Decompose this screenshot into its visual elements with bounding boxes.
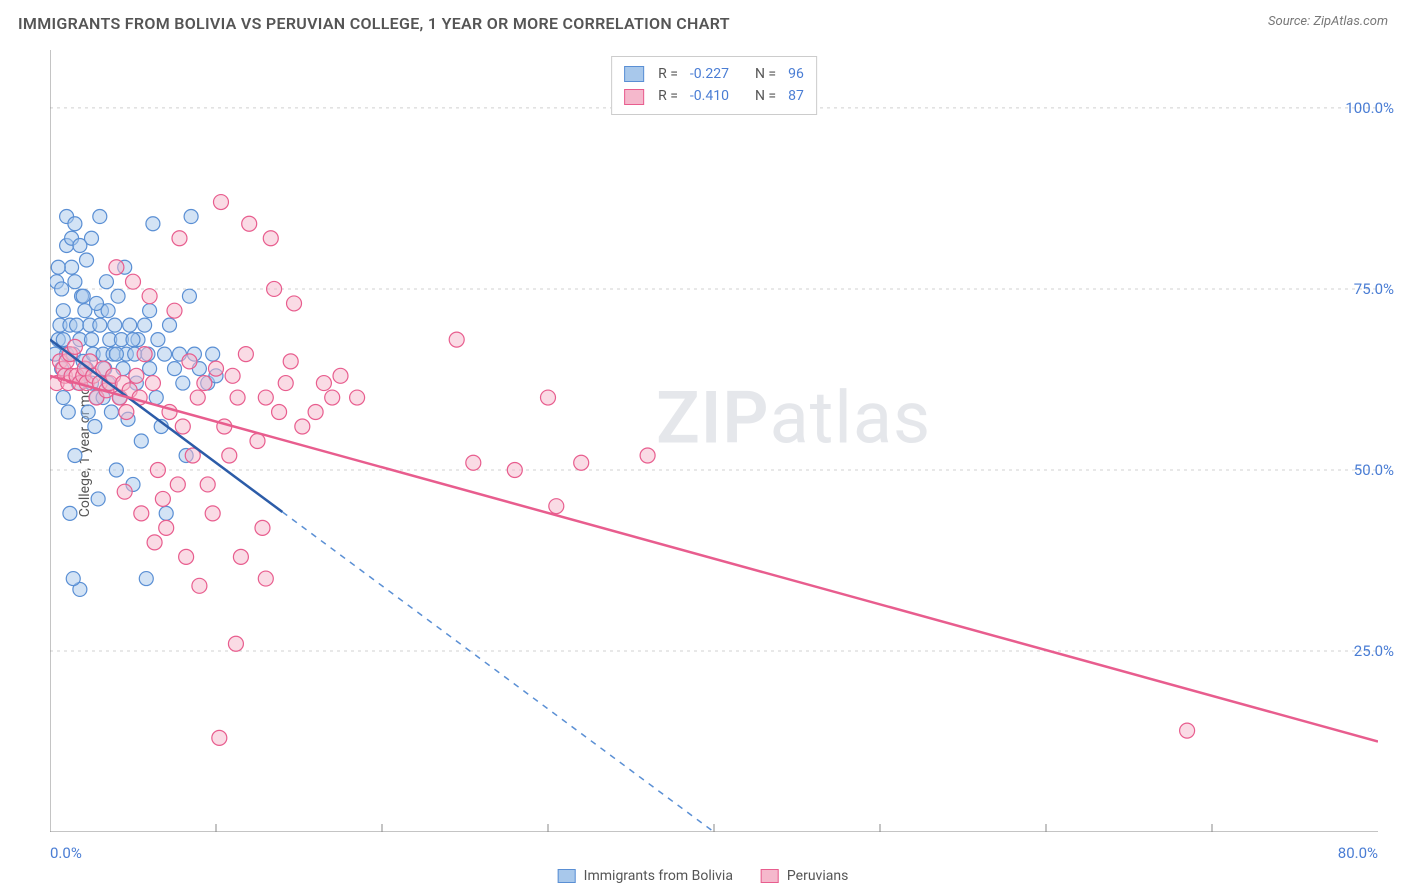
r-value: -0.227 (690, 63, 729, 85)
r-label: R = (658, 63, 678, 85)
y-tick-label: 100.0% (1345, 99, 1394, 117)
y-tick-label: 50.0% (1354, 461, 1394, 479)
legend-label: Peruvians (787, 868, 848, 884)
n-label: N = (755, 85, 776, 107)
legend-swatch (624, 66, 644, 82)
legend-label: Immigrants from Bolivia (584, 868, 733, 884)
source-attribution: Source: ZipAtlas.com (1268, 14, 1388, 29)
correlation-row: R = -0.227 N = 96 (624, 63, 804, 85)
chart-title: IMMIGRANTS FROM BOLIVIA VS PERUVIAN COLL… (18, 14, 730, 33)
n-value: 87 (788, 85, 804, 107)
chart-container: IMMIGRANTS FROM BOLIVIA VS PERUVIAN COLL… (0, 0, 1406, 892)
legend-swatch (761, 869, 779, 883)
x-tick-label: 80.0% (1338, 844, 1378, 862)
r-value: -0.410 (690, 85, 729, 107)
correlation-row: R = -0.410 N = 87 (624, 85, 804, 107)
source-label: Source: (1268, 14, 1310, 29)
correlation-legend: R = -0.227 N = 96 R = -0.410 N = 87 (611, 56, 817, 115)
source-name: ZipAtlas.com (1313, 14, 1388, 29)
series-legend: Immigrants from Bolivia Peruvians (558, 868, 849, 884)
r-label: R = (658, 85, 678, 107)
legend-swatch (624, 89, 644, 105)
legend-swatch (558, 869, 576, 883)
legend-item: Peruvians (761, 868, 848, 884)
n-value: 96 (788, 63, 804, 85)
plot-area: ZIPatlas R =-0.227 N =96 R =-0.410 N =87 (50, 50, 1378, 832)
x-tick-label: 0.0% (50, 844, 82, 862)
y-tick-label: 25.0% (1354, 642, 1394, 660)
n-label: N = (755, 63, 776, 85)
y-tick-label: 75.0% (1354, 280, 1394, 298)
legend-item: Immigrants from Bolivia (558, 868, 733, 884)
scatter-plot-svg (50, 50, 1378, 832)
